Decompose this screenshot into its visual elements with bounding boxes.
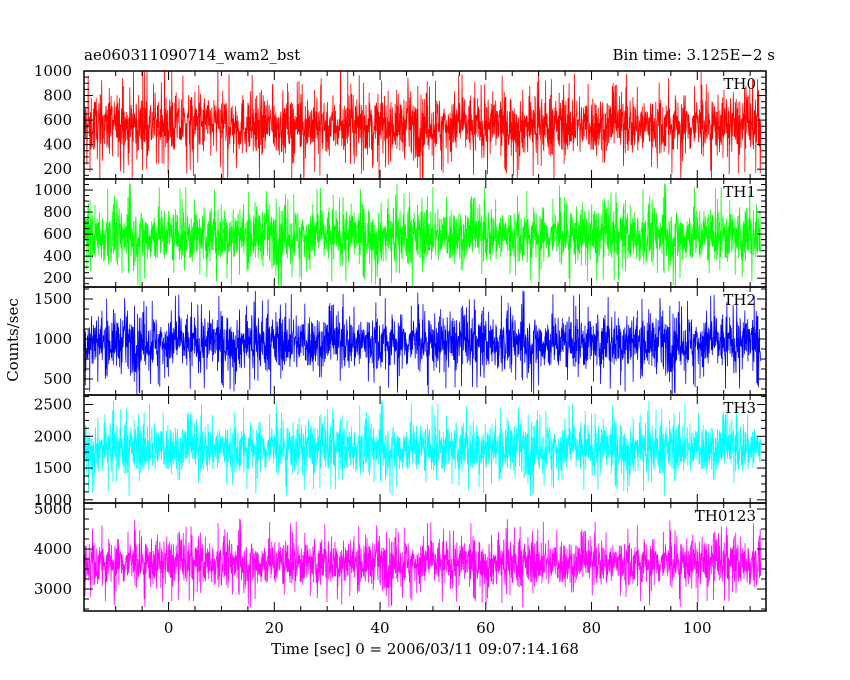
series-line-th3 bbox=[84, 400, 762, 496]
y-tick-label: 1000 bbox=[34, 62, 72, 80]
x-tick-label: 40 bbox=[371, 619, 390, 637]
y-tick-label: 600 bbox=[43, 111, 72, 129]
plot-title: ae060311090714_wam2_bst bbox=[84, 46, 300, 64]
y-tick-label: 1000 bbox=[34, 181, 72, 199]
x-tick-label: 100 bbox=[683, 619, 712, 637]
series-line-th2 bbox=[84, 290, 762, 395]
y-tick-label: 5000 bbox=[34, 500, 72, 518]
x-axis: 0 20 40 60 80 100 bbox=[164, 619, 712, 637]
y-tick-label: 200 bbox=[43, 160, 72, 178]
y-tick-label: 400 bbox=[43, 136, 72, 154]
y-tick-label: 500 bbox=[43, 370, 72, 388]
series-line-th0 bbox=[84, 71, 762, 179]
panel-th3 bbox=[84, 400, 762, 496]
y-tick-label: 1000 bbox=[34, 491, 72, 509]
panel-th0 bbox=[84, 71, 762, 179]
y-tick-label: 2500 bbox=[34, 396, 72, 414]
panel-frame bbox=[83, 502, 767, 612]
panel-label-th1: TH1 bbox=[723, 183, 756, 201]
panel-th2 bbox=[84, 290, 762, 395]
y-tick-label: 1500 bbox=[34, 459, 72, 477]
x-tick-label: 0 bbox=[164, 619, 174, 637]
y-tick-label: 600 bbox=[43, 225, 72, 243]
panel-label-th2: TH2 bbox=[723, 291, 756, 309]
y-tick-label: 1000 bbox=[34, 330, 72, 348]
series-line-th0123 bbox=[84, 518, 762, 608]
y-tick-label: 800 bbox=[43, 203, 72, 221]
y-tick-label: 2000 bbox=[34, 427, 72, 445]
x-axis-label: Time [sec] 0 = 2006/03/11 09:07:14.168 bbox=[271, 640, 579, 658]
y-axis-label: Counts/sec bbox=[4, 298, 22, 382]
panels-group: 200 400 600 800 1000 TH0 200 400 600 800 1000 TH1 50… bbox=[34, 62, 767, 612]
x-tick-label: 60 bbox=[476, 619, 495, 637]
panel-label-th0: TH0 bbox=[723, 75, 756, 93]
x-tick-label: 20 bbox=[265, 619, 284, 637]
panel-th1 bbox=[84, 183, 762, 287]
y-tick-label: 200 bbox=[43, 269, 72, 287]
y-tick-label: 1500 bbox=[34, 290, 72, 308]
bin-time-label: Bin time: 3.125E−2 s bbox=[613, 46, 775, 64]
x-tick-label: 80 bbox=[582, 619, 601, 637]
panel-th0123 bbox=[84, 518, 762, 608]
y-tick-label: 400 bbox=[43, 247, 72, 265]
y-tick-label: 800 bbox=[43, 87, 72, 105]
panel-label-th3: TH3 bbox=[723, 399, 756, 417]
y-tick-label: 3000 bbox=[34, 580, 72, 598]
panel-label-th0123: TH0123 bbox=[695, 507, 756, 525]
y-tick-label: 4000 bbox=[34, 540, 72, 558]
series-line-th1 bbox=[84, 183, 762, 287]
